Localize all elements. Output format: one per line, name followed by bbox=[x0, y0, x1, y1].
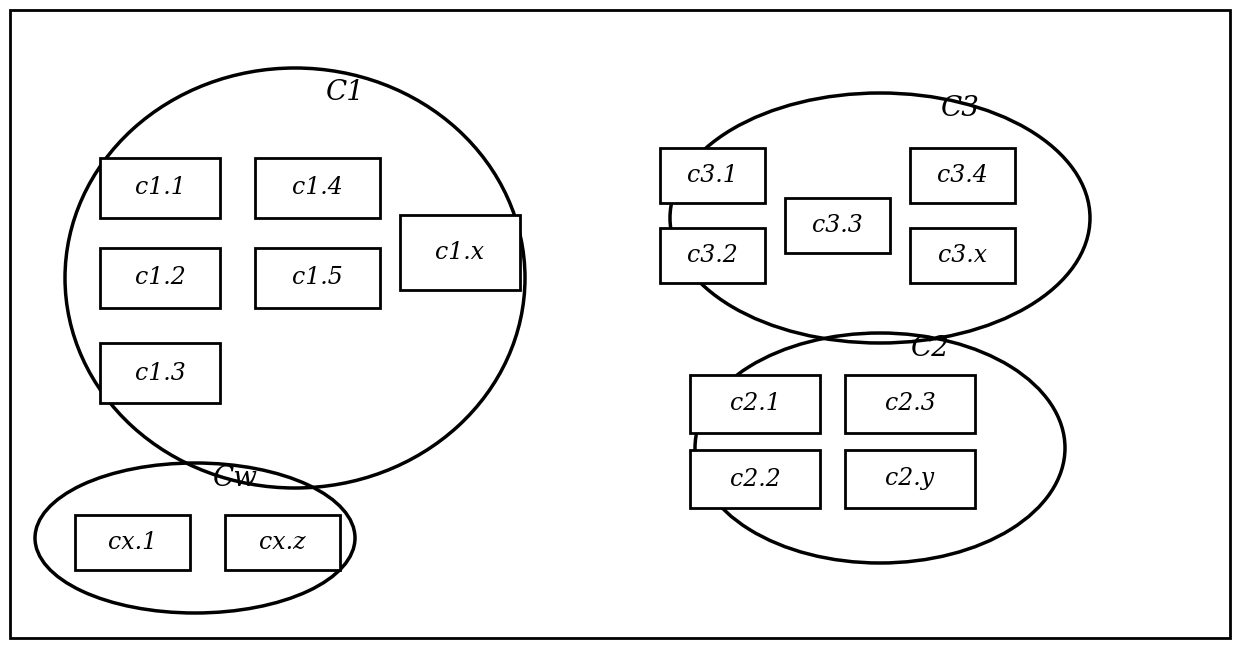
Text: C1: C1 bbox=[326, 80, 365, 106]
Bar bbox=[660, 148, 765, 203]
Text: C3: C3 bbox=[941, 95, 980, 122]
Text: Cw: Cw bbox=[212, 465, 258, 491]
Text: c2.y: c2.y bbox=[885, 467, 935, 491]
Bar bbox=[255, 158, 379, 218]
Text: c3.4: c3.4 bbox=[937, 164, 988, 187]
Text: c2.3: c2.3 bbox=[884, 393, 935, 415]
Text: cx.1: cx.1 bbox=[108, 531, 157, 554]
Text: c3.2: c3.2 bbox=[687, 244, 738, 267]
Bar bbox=[224, 515, 340, 570]
Bar bbox=[100, 248, 219, 308]
Text: c1.2: c1.2 bbox=[135, 266, 185, 290]
Text: c2.2: c2.2 bbox=[729, 467, 780, 491]
Text: c3.1: c3.1 bbox=[687, 164, 738, 187]
Bar bbox=[660, 228, 765, 283]
Bar bbox=[910, 148, 1016, 203]
Bar bbox=[844, 450, 975, 508]
Text: c1.x: c1.x bbox=[435, 241, 485, 264]
Text: c1.4: c1.4 bbox=[293, 176, 343, 200]
Bar bbox=[74, 515, 190, 570]
Bar bbox=[910, 228, 1016, 283]
Bar bbox=[689, 450, 820, 508]
Bar bbox=[255, 248, 379, 308]
Text: c3.x: c3.x bbox=[937, 244, 987, 267]
Bar bbox=[401, 215, 520, 290]
Text: c3.3: c3.3 bbox=[812, 214, 863, 237]
Bar bbox=[785, 198, 890, 253]
Bar bbox=[844, 375, 975, 433]
Text: c2.1: c2.1 bbox=[729, 393, 780, 415]
Text: C2: C2 bbox=[910, 334, 950, 362]
Text: c1.1: c1.1 bbox=[135, 176, 185, 200]
Bar bbox=[100, 158, 219, 218]
Text: cx.z: cx.z bbox=[259, 531, 306, 554]
Bar bbox=[100, 343, 219, 403]
Text: c1.5: c1.5 bbox=[293, 266, 343, 290]
Text: c1.3: c1.3 bbox=[135, 362, 185, 384]
Bar bbox=[689, 375, 820, 433]
